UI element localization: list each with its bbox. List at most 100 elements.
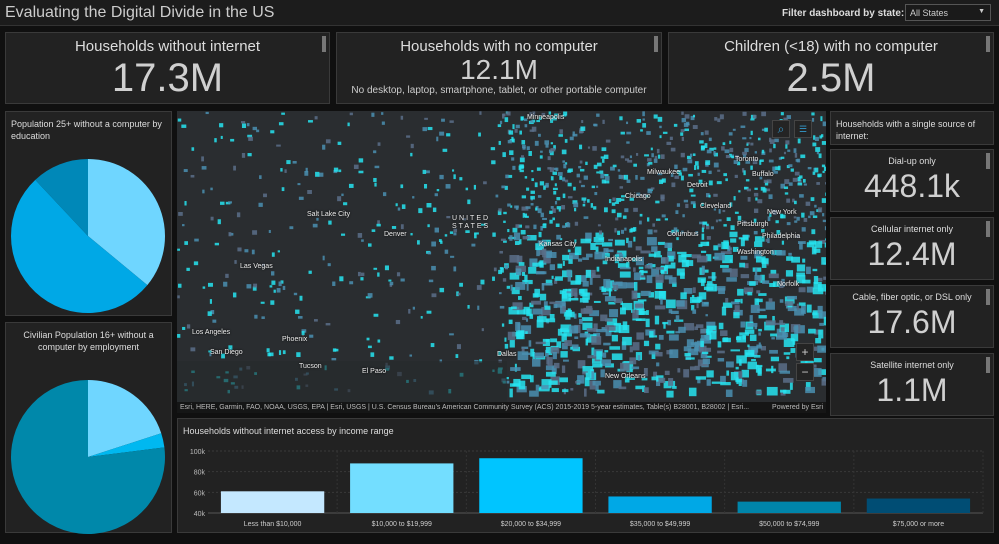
map-region <box>479 111 481 115</box>
map-region <box>741 274 749 278</box>
city-label: Philadelphia <box>762 233 800 241</box>
map-region <box>567 291 572 293</box>
bar[interactable] <box>738 502 841 513</box>
map-region <box>602 242 612 246</box>
city-label: Denver <box>384 231 407 239</box>
map-region <box>747 323 757 327</box>
bar[interactable] <box>350 463 453 513</box>
map-region <box>665 218 668 220</box>
map-region <box>586 373 596 380</box>
map-region <box>726 155 730 158</box>
map-region <box>706 225 710 229</box>
map-region <box>744 287 753 292</box>
map-region <box>717 170 720 172</box>
map-region <box>706 370 713 377</box>
map-region <box>218 219 221 224</box>
scrollbar[interactable] <box>986 36 990 52</box>
map-region <box>581 308 592 313</box>
map-region <box>705 130 709 134</box>
map-region <box>412 196 414 198</box>
map-region <box>483 181 487 184</box>
map-region <box>821 257 826 265</box>
scrollbar[interactable] <box>986 289 990 305</box>
map-region <box>512 124 514 129</box>
map-region <box>606 249 614 252</box>
map-region <box>755 151 757 153</box>
map-region <box>559 209 561 212</box>
map-region <box>531 178 534 181</box>
city-label: San Diego <box>210 349 243 357</box>
powered-by-esri-link[interactable]: Powered by Esri <box>772 403 823 412</box>
map-region <box>509 235 512 241</box>
map-region <box>552 276 554 279</box>
map-region <box>591 371 594 379</box>
map-region <box>747 189 751 192</box>
map-region <box>228 232 231 236</box>
city-label: Indianapolis <box>605 256 642 264</box>
map-region <box>583 281 589 287</box>
map-region <box>496 195 499 198</box>
map-region <box>271 281 275 285</box>
map-region <box>253 127 257 130</box>
map-region <box>584 388 587 396</box>
map-region <box>697 303 699 308</box>
map-region <box>333 348 336 351</box>
map-region <box>580 298 589 302</box>
map-region <box>754 193 758 197</box>
map-region <box>756 345 761 349</box>
map-region <box>684 353 690 356</box>
header: Evaluating the Digital Divide in the US … <box>0 0 999 26</box>
map-region <box>796 273 805 277</box>
map-region <box>620 363 629 372</box>
scrollbar[interactable] <box>986 153 990 169</box>
map-region <box>761 112 766 117</box>
zoom-in-button[interactable]: + <box>796 343 814 361</box>
map-region <box>633 237 635 242</box>
legend-list-icon[interactable]: ☰ <box>794 120 812 138</box>
map-region <box>184 201 186 205</box>
map-region <box>563 194 566 198</box>
map-region <box>293 161 297 164</box>
map-region <box>663 132 668 134</box>
map-region <box>758 329 762 331</box>
map-region <box>676 300 685 306</box>
map-region <box>664 271 666 274</box>
bar[interactable] <box>867 499 970 513</box>
map-region <box>402 204 406 209</box>
map-region <box>702 234 705 240</box>
map-region <box>681 176 684 181</box>
bar[interactable] <box>221 491 324 513</box>
map-region <box>219 123 223 127</box>
map-region <box>662 214 666 217</box>
map-region <box>526 206 531 209</box>
map-region <box>300 296 303 301</box>
scrollbar[interactable] <box>986 221 990 237</box>
map-region <box>702 352 708 354</box>
search-icon[interactable]: ⌕ <box>772 120 790 138</box>
scrollbar[interactable] <box>986 357 990 373</box>
bar[interactable] <box>608 496 711 513</box>
map-region <box>701 251 706 253</box>
map-region <box>503 278 506 281</box>
city-label: Pittsburgh <box>737 221 769 229</box>
map-region <box>555 201 557 204</box>
map-region <box>546 372 556 377</box>
scrollbar[interactable] <box>322 36 326 52</box>
map-region <box>246 284 251 288</box>
scrollbar[interactable] <box>654 36 658 52</box>
zoom-out-button[interactable]: − <box>796 363 814 381</box>
map-region <box>626 132 631 135</box>
map-region <box>500 121 502 124</box>
bar[interactable] <box>479 458 582 513</box>
map-region <box>467 305 469 309</box>
map-region <box>662 322 668 324</box>
map-region <box>515 241 520 245</box>
map-region <box>525 124 528 127</box>
map-region <box>450 120 454 123</box>
map-region <box>726 390 733 397</box>
map-region <box>820 116 822 121</box>
city-label: Phoenix <box>282 336 307 344</box>
state-filter-select[interactable]: All States▼ <box>905 4 991 21</box>
map-region <box>744 350 754 356</box>
